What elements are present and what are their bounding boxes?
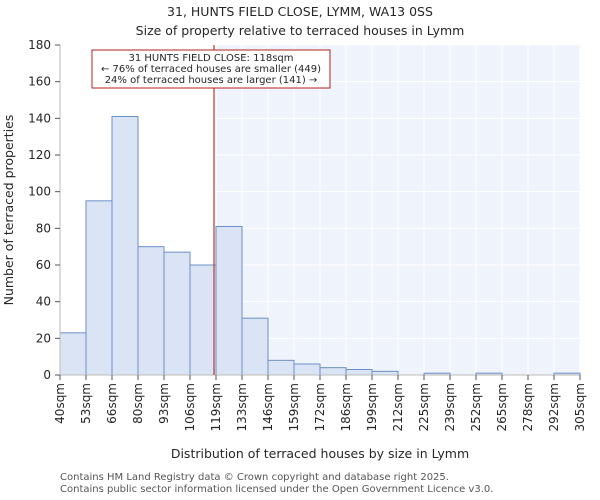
y-tick-label: 160 xyxy=(28,75,51,89)
histogram-bar xyxy=(85,200,113,376)
histogram-chart: 0 20 40 60 80 100 120 140 160 180 40sqm 53sqm 66sqm 8… xyxy=(1,38,587,461)
x-axis-title: Distribution of terraced houses by size … xyxy=(171,446,469,461)
x-tick-label: 93sqm xyxy=(157,383,171,424)
annotation-line3: 24% of terraced houses are larger (141) … xyxy=(105,75,318,86)
histogram-bar xyxy=(241,317,269,376)
x-tick-label: 265sqm xyxy=(495,383,509,431)
x-tick-label: 40sqm xyxy=(53,383,67,424)
x-tick-label: 119sqm xyxy=(209,383,223,431)
y-axis-title: Number of terraced properties xyxy=(1,115,16,306)
x-tick-label: 278sqm xyxy=(521,383,535,431)
annotation-line1: 31 HUNTS FIELD CLOSE: 118sqm xyxy=(129,53,294,64)
histogram-bar xyxy=(215,226,243,376)
y-tick-label: 60 xyxy=(36,258,51,272)
histogram-bar xyxy=(111,116,139,376)
y-tick-label: 20 xyxy=(36,331,51,345)
x-tick-label: 133sqm xyxy=(235,383,249,431)
annotation-box xyxy=(91,49,331,89)
x-tick-label: 106sqm xyxy=(183,383,197,431)
y-tick-label: 120 xyxy=(28,148,51,162)
y-tick-label: 100 xyxy=(28,185,51,199)
chart-title-line1: 31, HUNTS FIELD CLOSE, LYMM, WA13 0SS xyxy=(167,4,433,19)
annotation-line2: ← 76% of terraced houses are smaller (44… xyxy=(101,64,321,75)
y-tick-label: 180 xyxy=(28,38,51,52)
footer-attribution: Contains HM Land Registry data © Crown c… xyxy=(60,472,493,496)
x-tick-label: 53sqm xyxy=(79,383,93,424)
footer-line1: Contains HM Land Registry data © Crown c… xyxy=(60,472,449,483)
y-tick-label: 80 xyxy=(36,221,51,235)
histogram-bar xyxy=(163,251,191,376)
x-tick-label: 199sqm xyxy=(365,383,379,431)
x-tick-label: 252sqm xyxy=(469,383,483,431)
x-tick-label: 225sqm xyxy=(417,383,431,431)
x-tick-label: 186sqm xyxy=(339,383,353,431)
x-tick-label: 292sqm xyxy=(547,383,561,431)
histogram-bar xyxy=(137,246,165,376)
y-tick-label: 40 xyxy=(36,295,51,309)
chart-title-line2: Size of property relative to terraced ho… xyxy=(135,23,465,38)
y-tick-label: 0 xyxy=(43,368,51,382)
x-tick-label: 172sqm xyxy=(313,383,327,431)
histogram-bar xyxy=(267,359,295,376)
highlight-region xyxy=(214,45,580,375)
x-tick-label: 66sqm xyxy=(105,383,119,424)
x-tick-label: 80sqm xyxy=(131,383,145,424)
x-tick-label: 159sqm xyxy=(287,383,301,431)
chart-title: 31, HUNTS FIELD CLOSE, LYMM, WA13 0SS Si… xyxy=(0,2,600,40)
histogram-bar xyxy=(59,332,87,376)
histogram-bar xyxy=(345,369,373,376)
histogram-bar xyxy=(293,363,321,376)
x-tick-label: 212sqm xyxy=(391,383,405,431)
histogram-bar xyxy=(189,264,217,376)
footer-line2: Contains public sector information licen… xyxy=(60,484,494,495)
x-tick-label: 305sqm xyxy=(573,383,587,431)
y-tick-label: 140 xyxy=(28,111,51,125)
histogram-bar xyxy=(371,370,399,376)
x-tick-label: 239sqm xyxy=(443,383,457,431)
histogram-bar xyxy=(319,367,347,376)
x-tick-label: 146sqm xyxy=(261,383,275,431)
